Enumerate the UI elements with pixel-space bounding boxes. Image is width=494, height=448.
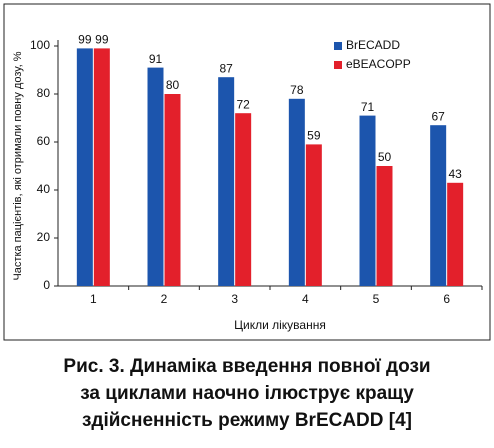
value-label: 80 <box>166 78 180 92</box>
legend-label: BrECADD <box>346 38 400 52</box>
y-tick-label: 100 <box>30 38 50 52</box>
legend-swatch <box>334 61 342 69</box>
value-label: 50 <box>378 150 392 164</box>
bar <box>376 166 393 286</box>
caption-line: за циклами наочно ілюструє кращу <box>80 383 414 404</box>
y-axis-label: Частка пацієнтів, які отримали повну доз… <box>12 51 24 280</box>
value-label: 72 <box>236 97 250 111</box>
value-label: 99 <box>95 33 109 47</box>
value-label: 91 <box>149 52 163 66</box>
legend-swatch <box>334 42 342 50</box>
bar <box>147 67 164 286</box>
x-tick-label: 2 <box>161 292 168 306</box>
value-label: 67 <box>431 109 445 123</box>
y-tick-label: 80 <box>37 86 51 100</box>
value-label: 71 <box>361 100 375 114</box>
chart-frame <box>3 3 491 341</box>
value-label: 78 <box>290 83 304 97</box>
x-tick-label: 5 <box>373 292 380 306</box>
bar <box>164 94 181 286</box>
x-tick-label: 3 <box>231 292 238 306</box>
x-axis-label: Цикли лікування <box>234 318 326 332</box>
y-tick-label: 20 <box>37 230 51 244</box>
y-tick-label: 0 <box>43 278 50 292</box>
caption-line: Рис. 3. Динаміка введення повної дози <box>63 356 430 377</box>
value-label: 99 <box>78 33 92 47</box>
value-label: 87 <box>219 61 233 75</box>
bar <box>359 115 376 286</box>
bar <box>305 144 322 286</box>
bar <box>93 48 110 287</box>
bar <box>76 48 93 287</box>
legend-label: eBEACOPP <box>346 57 411 71</box>
bar <box>218 77 235 286</box>
x-tick-label: 4 <box>302 292 309 306</box>
bar <box>447 182 464 286</box>
y-tick-label: 40 <box>37 182 51 196</box>
value-label: 59 <box>307 129 321 143</box>
bar <box>288 98 305 286</box>
caption-line: здійсненність режиму BrECADD [4] <box>82 410 412 431</box>
value-label: 43 <box>448 167 462 181</box>
bar <box>235 113 252 286</box>
y-tick-label: 60 <box>37 134 51 148</box>
x-tick-label: 6 <box>443 292 450 306</box>
x-tick-label: 1 <box>90 292 97 306</box>
bar <box>430 125 447 286</box>
